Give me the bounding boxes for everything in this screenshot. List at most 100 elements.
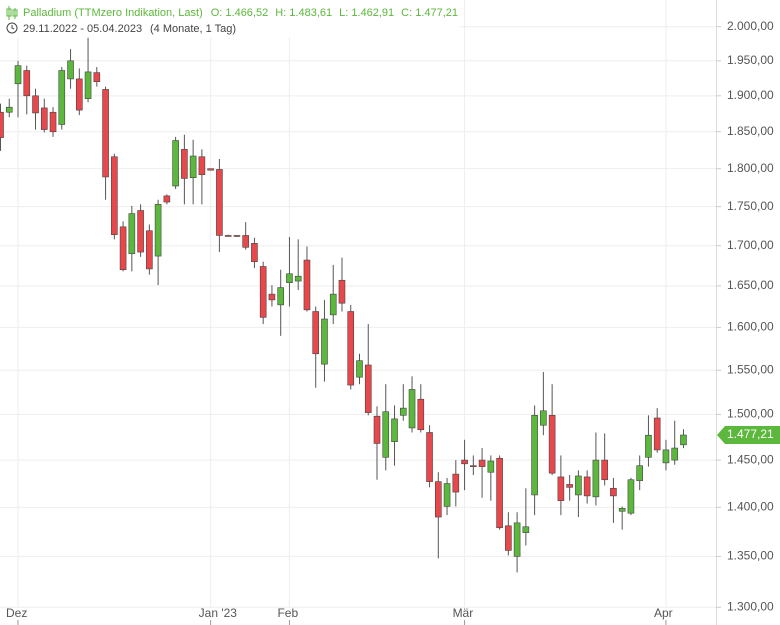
candle-body [391, 418, 398, 442]
candle-body [14, 65, 22, 85]
date-range: 29.11.2022 - 05.04.2023 [23, 23, 142, 35]
candle-body [76, 78, 83, 111]
candle-body [49, 111, 57, 133]
candle-body [373, 415, 381, 444]
candle-body [478, 459, 486, 467]
candle-body [548, 414, 556, 474]
y-tick-label: 1.850,00 [727, 124, 774, 138]
candle-body [382, 411, 390, 458]
candle-body [522, 526, 530, 533]
x-tick-label: Dez [6, 606, 27, 620]
candle-body [618, 508, 626, 512]
y-tick-label: 1.450,00 [727, 452, 774, 466]
candle-body [198, 156, 206, 175]
candle-body [58, 70, 66, 125]
candle-body [610, 487, 617, 497]
candle-body [680, 434, 687, 446]
candle-body [233, 235, 241, 237]
candle-body [312, 311, 320, 355]
candle-body [111, 156, 118, 235]
candle-body [32, 95, 39, 114]
candle-body [67, 60, 74, 80]
candle-body [102, 89, 109, 178]
candle-body [566, 484, 573, 488]
candle-body [470, 465, 477, 467]
candle-body [189, 155, 197, 178]
period: (4 Monate, 1 Tag) [150, 23, 236, 35]
candle-body [259, 266, 267, 318]
candle-body [137, 210, 144, 253]
candle-body [627, 479, 635, 514]
candle-body [84, 71, 92, 99]
candle-body [294, 275, 302, 282]
candle-body [286, 273, 293, 283]
y-tick-label: 1.600,00 [727, 320, 774, 334]
last-price-label: 1.477,21 [727, 427, 774, 441]
candle-body [505, 525, 512, 551]
last-price-tag [717, 426, 780, 445]
candle-body [636, 465, 643, 481]
candle-body [93, 72, 101, 83]
candle-body [146, 230, 153, 270]
x-tick-label: Mär [453, 606, 474, 620]
legend-value: O: 1.466,52 [211, 7, 269, 19]
candles [0, 36, 687, 573]
x-tick-label: Feb [277, 606, 298, 620]
candle-body [163, 195, 171, 203]
legend-value: H: 1.483,61 [275, 7, 332, 19]
candle-body [40, 107, 48, 130]
candle-body [452, 473, 460, 493]
candle-body [329, 293, 337, 316]
candle-body [251, 243, 258, 262]
candle-body [496, 457, 503, 529]
y-tick-label: 1.900,00 [727, 88, 774, 102]
candle-body [242, 235, 249, 248]
y-tick-label: 1.800,00 [727, 161, 774, 175]
candle-body [671, 447, 679, 461]
legend: Palladium (TTMzero Indikation, Last) 29.… [0, 0, 460, 38]
y-tick-label: 1.950,00 [727, 53, 774, 67]
candle-body [0, 111, 4, 138]
candle-body [347, 311, 355, 386]
x-tick-label: Jan '23 [199, 606, 238, 620]
candle-body [443, 483, 451, 507]
candle-body [303, 259, 311, 311]
candle-body [487, 460, 495, 473]
candle-body [592, 459, 600, 498]
y-tick-label: 1.550,00 [727, 362, 774, 376]
candle-body [216, 169, 223, 236]
candle-body [172, 140, 179, 187]
candle-body [321, 318, 328, 365]
y-tick-label: 1.350,00 [727, 549, 774, 563]
candle-body [364, 364, 372, 413]
y-tick-label: 1.750,00 [727, 199, 774, 213]
y-tick-label: 1.500,00 [727, 407, 774, 421]
legend-title: Palladium (TTMzero Indikation, Last) [23, 7, 203, 19]
y-tick-label: 2.000,00 [727, 19, 774, 33]
candle-body [119, 226, 127, 271]
candle-body [154, 204, 162, 257]
candle-body [583, 476, 591, 497]
clock-icon [6, 22, 18, 34]
candle-body [540, 410, 547, 426]
candle-body [461, 459, 468, 465]
candle-body [268, 293, 276, 301]
x-tick-label: Apr [654, 606, 673, 620]
y-tick-label: 1.650,00 [727, 278, 774, 292]
legend-background [0, 0, 460, 38]
candle-body [645, 434, 652, 458]
y-tick-label: 1.700,00 [727, 238, 774, 252]
candle-body [23, 70, 31, 97]
candle-body [224, 235, 232, 237]
legend-value: L: 1.462,91 [339, 7, 394, 19]
candle-body [434, 481, 442, 518]
candle-body [128, 213, 136, 254]
y-tick-label: 1.300,00 [727, 599, 774, 613]
candle-body [575, 475, 582, 496]
candle-body [408, 389, 416, 429]
candle-body [662, 449, 670, 464]
candle-body [601, 459, 608, 481]
